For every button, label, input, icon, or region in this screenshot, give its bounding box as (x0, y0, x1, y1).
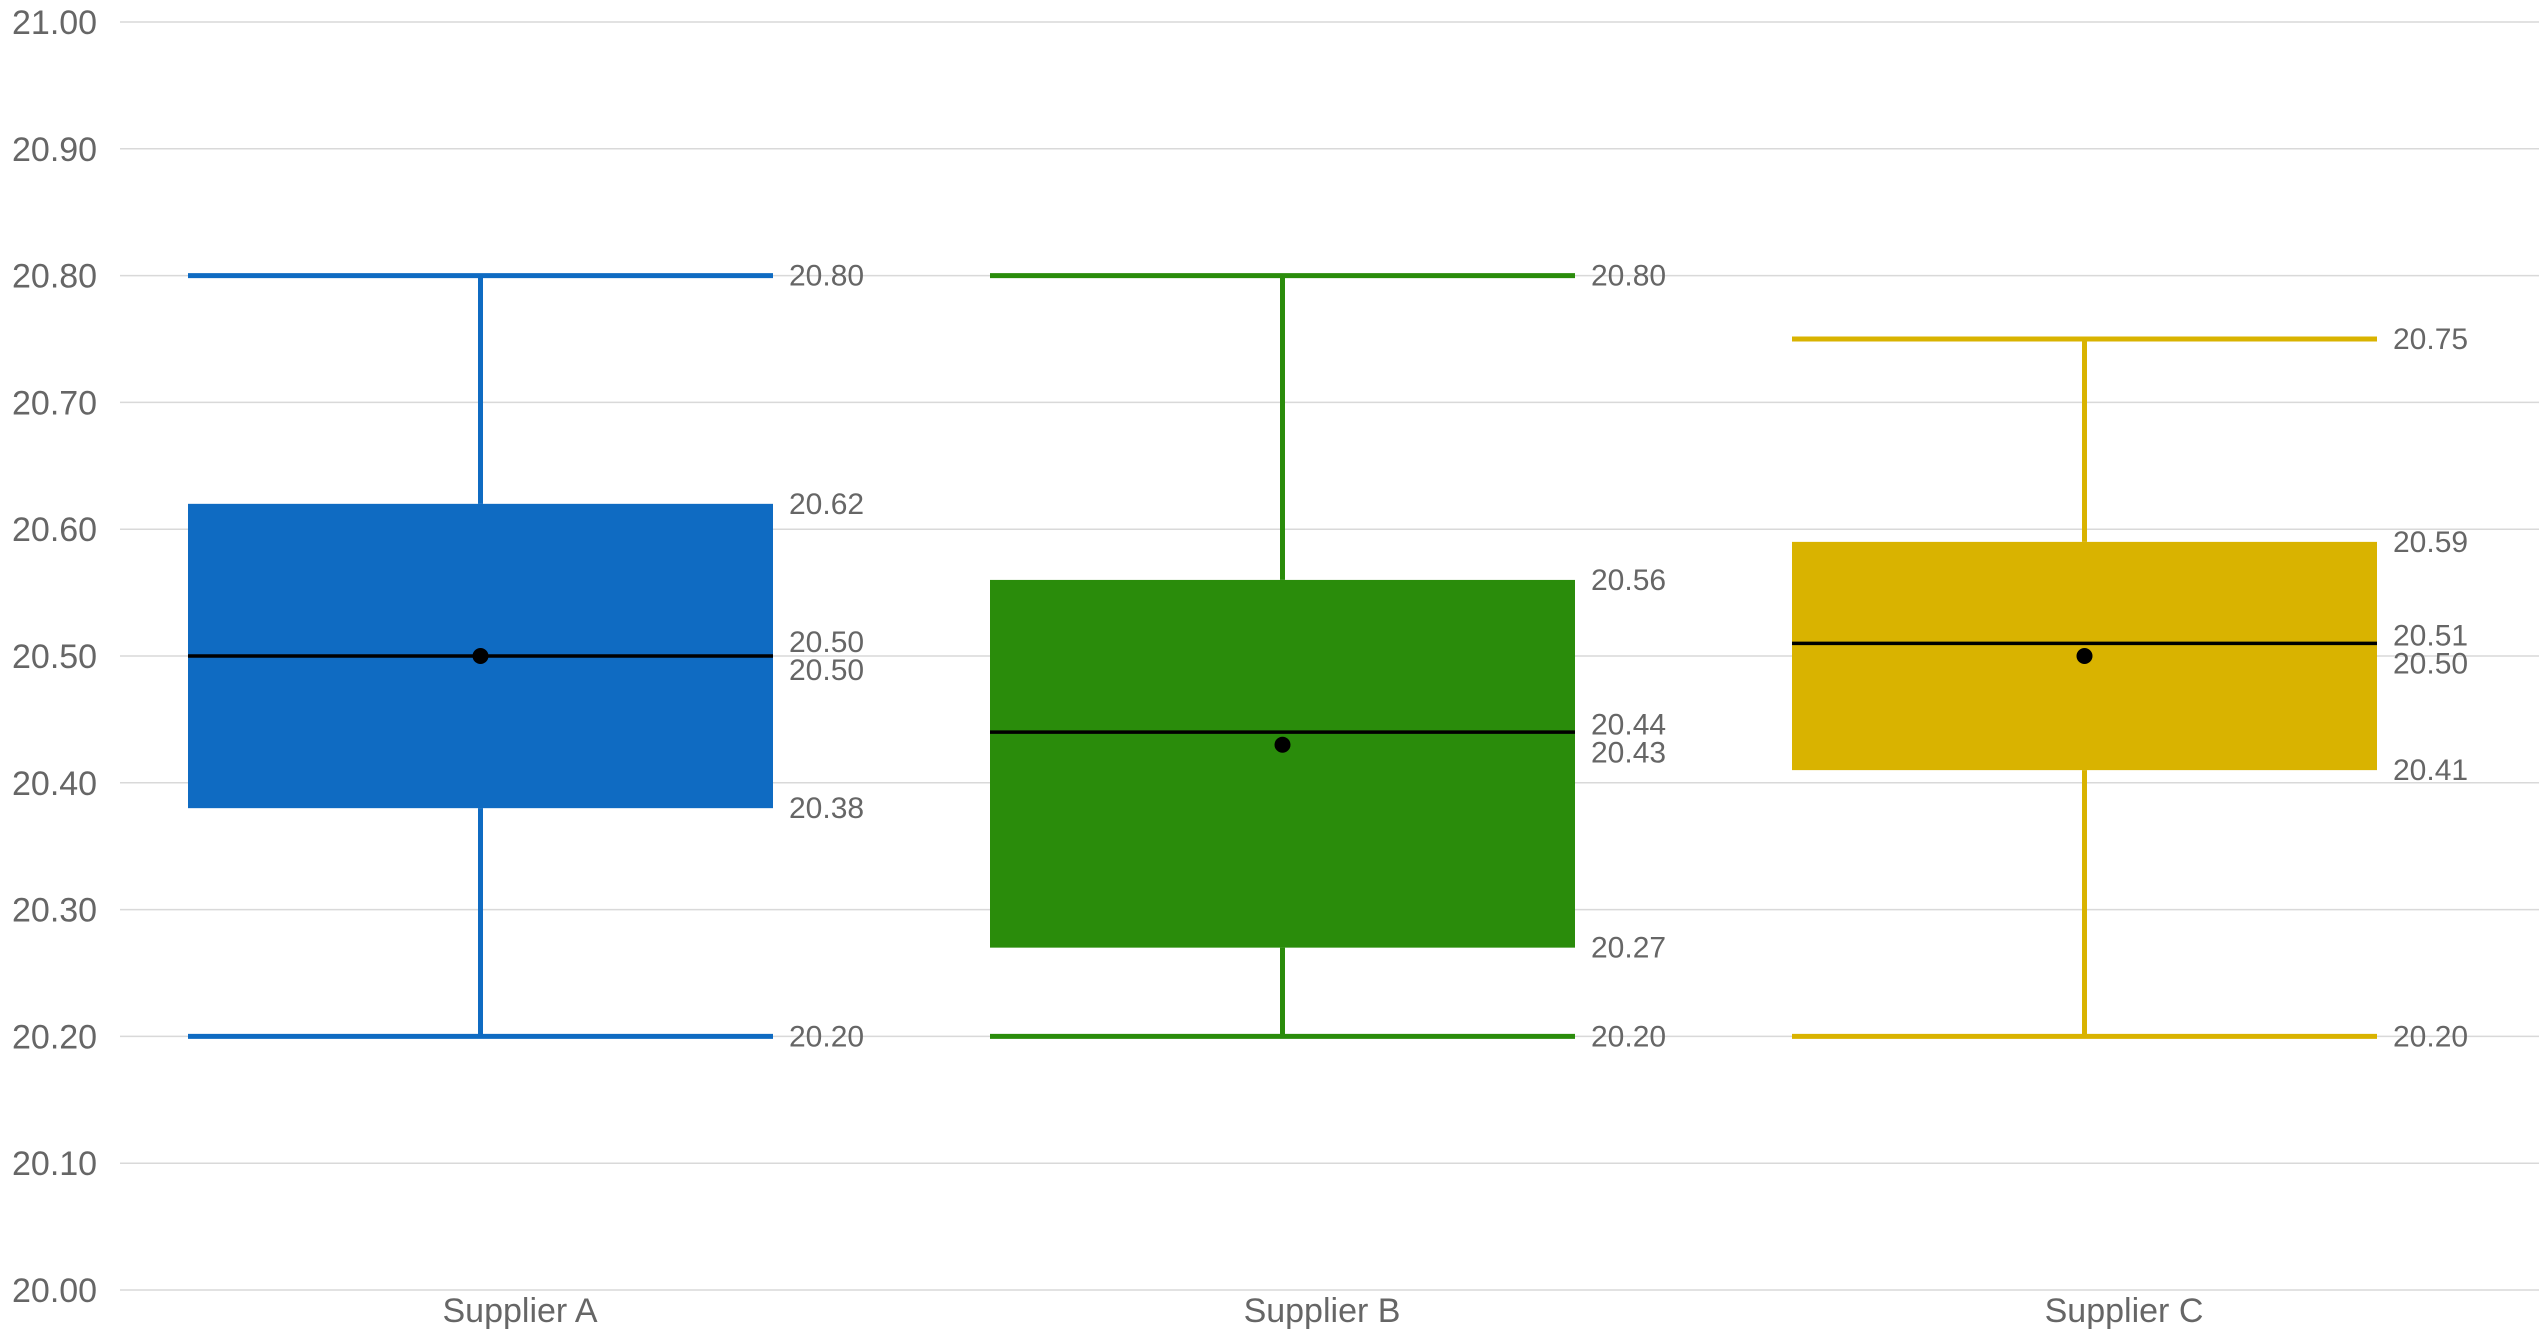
value-label-mean: 20.50 (789, 654, 864, 687)
mean-marker (1274, 736, 1291, 753)
value-label-max: 20.80 (789, 260, 864, 293)
value-label-min: 20.20 (789, 1020, 864, 1053)
y-tick-label: 20.00 (12, 1272, 97, 1310)
y-tick-label: 21.00 (12, 4, 97, 42)
mean-marker (2076, 648, 2093, 664)
value-label-mean: 20.50 (2393, 648, 2468, 681)
value-label-max: 20.75 (2393, 323, 2468, 356)
value-label-min: 20.20 (2393, 1020, 2468, 1053)
value-label-q3: 20.59 (2393, 526, 2468, 559)
value-label-min: 20.20 (1591, 1020, 1666, 1053)
value-label-q1: 20.38 (789, 792, 864, 825)
y-tick-label: 20.30 (12, 892, 97, 930)
x-axis-labels: Supplier A Supplier B Supplier C (443, 1292, 2204, 1330)
y-tick-label: 20.80 (12, 258, 97, 296)
value-label-median: 20.50 (789, 626, 864, 659)
box-iqr (990, 579, 1575, 948)
value-label-q3: 20.56 (1591, 564, 1666, 597)
y-tick-label: 20.10 (12, 1145, 97, 1183)
value-label-mean: 20.43 (1591, 736, 1666, 769)
y-tick-label: 20.70 (12, 384, 97, 422)
value-label-q1: 20.27 (1591, 932, 1666, 965)
x-category-label: Supplier C (2045, 1292, 2204, 1330)
mean-marker (472, 648, 489, 664)
y-tick-label: 20.40 (12, 765, 97, 803)
value-label-max: 20.80 (1591, 260, 1666, 293)
value-label-q1: 20.41 (2393, 754, 2468, 787)
x-category-label: Supplier B (1244, 1292, 1401, 1330)
value-label-q3: 20.62 (789, 488, 864, 521)
x-category-label: Supplier A (443, 1292, 598, 1330)
y-tick-label: 20.20 (12, 1018, 97, 1056)
boxes: 20.8020.6220.5020.5020.3820.2020.8020.56… (188, 260, 2468, 1053)
value-label-median: 20.44 (1591, 708, 1666, 741)
value-label-median: 20.51 (2393, 620, 2468, 653)
y-axis-ticks: 20.00 20.10 20.20 20.30 20.40 20.50 20.60 20.70… (12, 4, 97, 1310)
y-tick-label: 20.90 (12, 131, 97, 169)
y-tick-label: 20.60 (12, 511, 97, 549)
y-tick-label: 20.50 (12, 638, 97, 676)
